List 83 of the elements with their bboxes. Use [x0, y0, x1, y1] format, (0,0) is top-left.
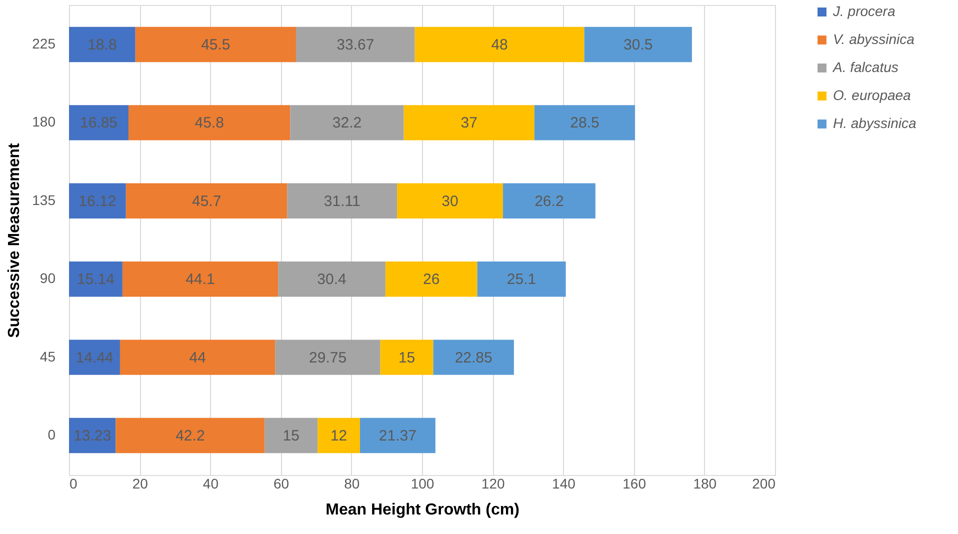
bar	[264, 418, 318, 454]
bar	[534, 105, 636, 140]
x-tick-label: 180	[693, 476, 717, 492]
data-label: 33.67	[336, 36, 374, 54]
data-label: 44	[189, 349, 206, 366]
data-label: 16.85	[80, 114, 118, 132]
data-label: 30.5	[624, 36, 653, 54]
bar	[477, 262, 566, 297]
bar	[69, 183, 126, 218]
x-tick-label: 100	[410, 476, 434, 492]
x-axis-title: Mean Height Growth (cm)	[326, 502, 520, 518]
bar	[275, 340, 380, 375]
data-label: 13.23	[74, 428, 112, 445]
data-label: 45.7	[192, 192, 222, 210]
y-axis-title: Successive Measurement	[6, 142, 24, 338]
bar	[120, 340, 276, 375]
legend-label: H. abyssinica	[833, 115, 916, 131]
x-tick-label: 140	[552, 476, 576, 492]
data-label: 37	[460, 114, 478, 132]
legend-label: J. procera	[832, 3, 896, 19]
x-tick-label: 160	[622, 476, 646, 492]
x-tick-label: 120	[481, 476, 505, 492]
bar	[296, 26, 415, 62]
legend-label: O. europaea	[833, 87, 912, 103]
data-label: 32.2	[332, 114, 362, 132]
bar	[360, 418, 436, 454]
data-label: 44.1	[186, 271, 215, 288]
data-label: 29.75	[309, 349, 347, 366]
bar	[135, 26, 296, 62]
data-label: 25.1	[506, 271, 536, 288]
bar	[318, 418, 360, 454]
bar	[128, 105, 290, 140]
legend-label: V. abyssinica	[833, 31, 915, 47]
x-tick-label: 60	[274, 476, 290, 492]
bar	[278, 262, 386, 297]
bar	[69, 262, 122, 297]
data-label: 15	[282, 428, 300, 445]
bar	[287, 183, 398, 218]
bar	[290, 105, 404, 140]
bar	[433, 340, 514, 375]
bar	[584, 26, 692, 62]
data-label: 42.2	[176, 428, 205, 445]
data-label: 21.37	[378, 428, 416, 445]
data-label: 26.2	[534, 192, 564, 210]
x-tick-label: 20	[132, 476, 148, 492]
data-label: 45.8	[194, 114, 224, 132]
bar	[385, 262, 478, 297]
data-label: 31.11	[324, 192, 360, 210]
x-tick-label: 200	[752, 476, 776, 492]
data-label: 16.12	[78, 192, 116, 210]
y-tick-label: 225	[32, 35, 56, 52]
bar	[122, 262, 278, 297]
data-label: 12	[330, 428, 348, 445]
data-label: 26	[422, 271, 440, 288]
data-label: 48	[491, 36, 508, 54]
bar	[69, 26, 136, 62]
data-label: 15	[398, 349, 416, 366]
bar	[69, 340, 120, 375]
bar	[380, 340, 434, 375]
y-tick-label: 90	[40, 270, 56, 286]
bar	[397, 183, 503, 218]
y-tick-label: 180	[32, 114, 56, 130]
x-tick-label: 0	[70, 476, 78, 492]
bar	[69, 105, 128, 140]
data-label: 30.4	[317, 271, 346, 288]
data-label: 14.44	[76, 349, 114, 366]
y-tick-label: 135	[32, 192, 56, 208]
data-label: 18.8	[88, 36, 117, 54]
bar	[502, 183, 596, 218]
y-tick-label: 0	[48, 426, 56, 443]
legend-label: A. falcatus	[832, 59, 898, 75]
y-tick-label: 45	[40, 348, 56, 364]
data-label: 28.5	[570, 114, 600, 132]
x-tick-label: 40	[202, 476, 219, 492]
x-tick-label: 80	[344, 476, 360, 492]
bar	[404, 105, 534, 140]
data-label: 22.85	[454, 349, 492, 366]
data-label: 30	[442, 192, 458, 210]
bar	[116, 418, 265, 454]
bar	[126, 183, 288, 218]
bar	[414, 26, 584, 62]
data-label: 45.5	[201, 36, 230, 54]
data-label: 15.14	[76, 271, 114, 288]
